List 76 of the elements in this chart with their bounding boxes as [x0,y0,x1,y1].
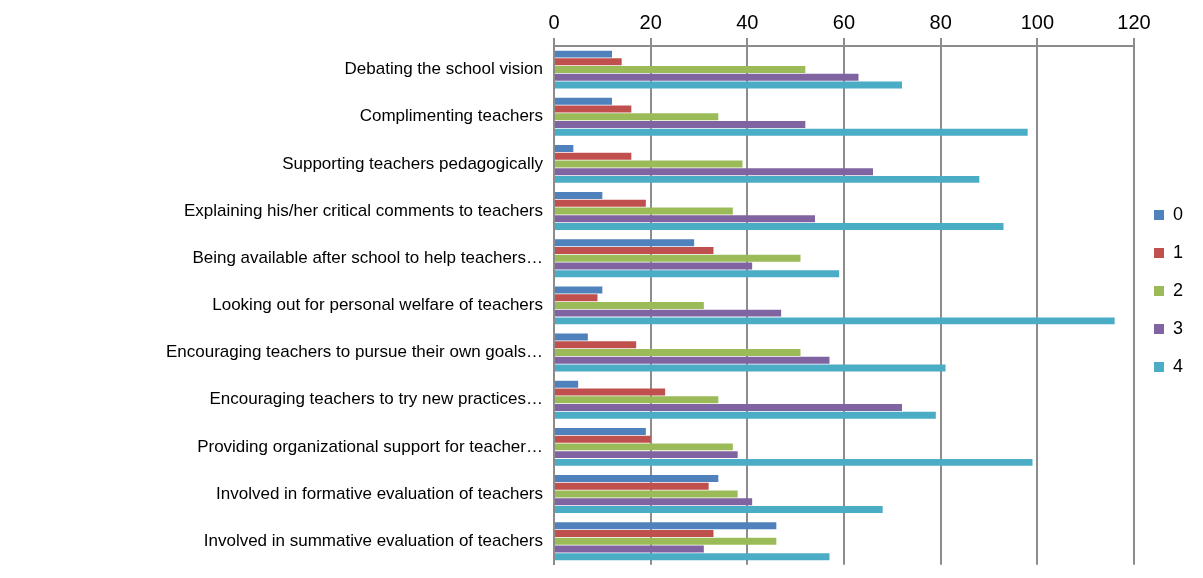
bar [555,152,632,160]
bar [555,207,733,215]
x-tick-label: 60 [832,10,856,33]
bar [555,175,980,183]
y-tick-label: Being available after school to help teachers… [192,247,543,267]
bar [555,199,646,207]
bar [555,168,873,176]
bar [555,113,719,121]
x-tick-label: 20 [639,10,662,33]
y-tick-label: Providing organizational support for teacher… [197,436,543,456]
x-tick-label: 80 [929,10,952,33]
bar [555,443,733,451]
bar [555,317,1115,325]
bar [555,144,574,152]
y-tick-label: Involved in formative evaluation of teachers [216,483,543,503]
bar [555,506,883,514]
bar [555,522,777,530]
bar [555,121,806,128]
bar [555,403,902,411]
y-tick-label: Explaining his/her critical comments to teachers [183,200,543,220]
bar [555,254,801,262]
legend-label: 2 [1172,279,1183,300]
bar [555,294,598,302]
bar [555,349,801,357]
bar [555,309,782,317]
bar [555,81,902,89]
bar [555,50,612,58]
bar [555,301,704,309]
legend-label: 1 [1172,241,1183,262]
bar [555,333,588,341]
x-tick-label: 120 [1117,10,1151,33]
x-tick-label: 40 [736,10,759,33]
bar [555,128,1028,136]
bar [555,451,738,459]
bar [555,537,777,545]
bar [555,396,719,404]
bar [555,482,709,490]
bar [555,530,714,537]
y-tick-label: Supporting teachers pedagogically [282,153,544,173]
y-tick-label: Involved in summative evaluation of teachers [203,530,543,550]
legend-label: 3 [1172,317,1183,338]
bar [555,58,622,66]
y-tick-label: Complimenting teachers [359,106,543,126]
bar [555,160,743,168]
y-tick-label: Debating the school vision [344,59,543,79]
bar [555,427,646,435]
bar [555,356,830,364]
bar [555,262,753,270]
bar [555,270,840,278]
bar [555,223,1004,231]
bar [555,239,695,247]
bar [555,458,1033,466]
x-tick-label: 0 [548,10,560,33]
bar [555,498,753,506]
bar [555,553,830,561]
bar [555,97,612,105]
bar [555,215,815,223]
legend-label: 0 [1172,203,1183,224]
bar [555,66,806,74]
bar [555,192,603,200]
y-tick-label: Looking out for personal welfare of teachers [212,295,543,315]
y-tick-label: Encouraging teachers to try new practices… [209,389,543,409]
bar [555,411,936,419]
bar [555,247,714,254]
y-tick-label: Encouraging teachers to pursue their own goals… [165,342,543,362]
x-tick-label: 100 [1020,10,1055,33]
bar [555,475,719,483]
bar [555,286,603,294]
bar [555,435,651,443]
bar [555,380,579,388]
bar [555,545,704,553]
bar [555,341,637,349]
bar [555,490,738,498]
bar [555,364,946,372]
legend-label: 4 [1172,355,1183,376]
bar [555,73,859,81]
